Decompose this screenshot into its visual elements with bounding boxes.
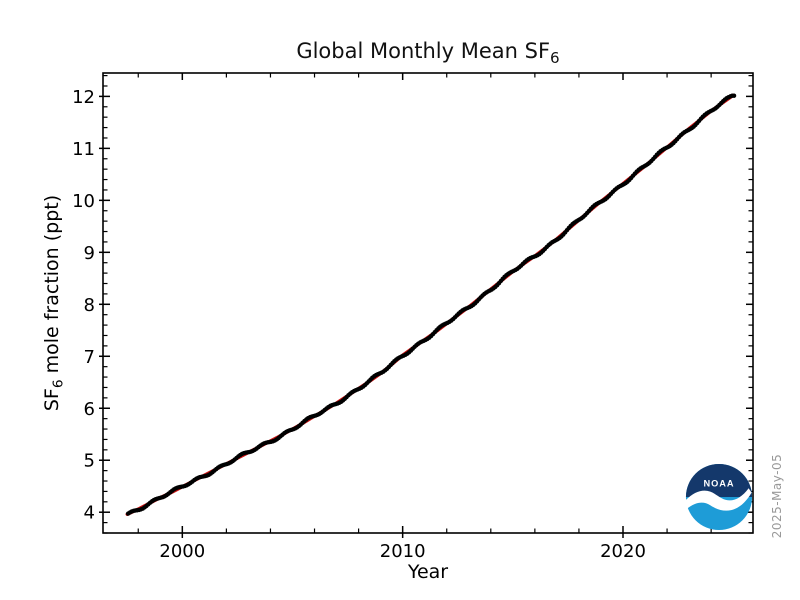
noaa-logo-label: NOAA <box>703 478 734 488</box>
y-axis-label: SF6 mole fraction (ppt) <box>39 73 67 533</box>
svg-text:6: 6 <box>84 399 95 420</box>
svg-text:2020: 2020 <box>600 541 646 562</box>
x-axis-label: Year <box>407 561 449 583</box>
noaa-logo-sky <box>685 463 753 497</box>
svg-text:10: 10 <box>72 191 95 212</box>
svg-text:2010: 2010 <box>380 541 426 562</box>
noaa-logo-bird-icon <box>685 488 752 511</box>
svg-text:4: 4 <box>84 503 95 524</box>
date-stamp: 2025-May-05 <box>770 453 784 539</box>
svg-text:9: 9 <box>84 243 95 264</box>
svg-text:2000: 2000 <box>159 541 205 562</box>
chart-title-text: Global Monthly Mean SF <box>296 39 551 63</box>
svg-text:11: 11 <box>72 139 95 160</box>
y-axis-label-subscript: 6 <box>50 379 67 389</box>
chart-title-subscript: 6 <box>550 48 560 67</box>
y-axis-label-text: SF <box>41 388 63 412</box>
y-axis-label-rest: mole fraction (ppt) <box>41 194 63 380</box>
chart-title: Global Monthly Mean SF6 <box>103 38 753 71</box>
svg-text:5: 5 <box>84 451 95 472</box>
svg-text:12: 12 <box>72 87 95 108</box>
svg-text:7: 7 <box>84 347 95 368</box>
noaa-logo: NOAA <box>685 463 753 531</box>
svg-text:8: 8 <box>84 295 95 316</box>
